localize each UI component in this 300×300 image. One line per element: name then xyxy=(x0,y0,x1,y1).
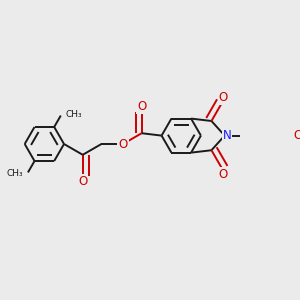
Text: O: O xyxy=(118,137,127,151)
Text: O: O xyxy=(293,129,300,142)
Text: O: O xyxy=(219,168,228,181)
Text: O: O xyxy=(137,100,146,113)
Text: O: O xyxy=(78,175,87,188)
Text: N: N xyxy=(223,129,231,142)
Text: O: O xyxy=(219,91,228,104)
Text: CH₃: CH₃ xyxy=(7,169,24,178)
Text: CH₃: CH₃ xyxy=(65,110,82,119)
